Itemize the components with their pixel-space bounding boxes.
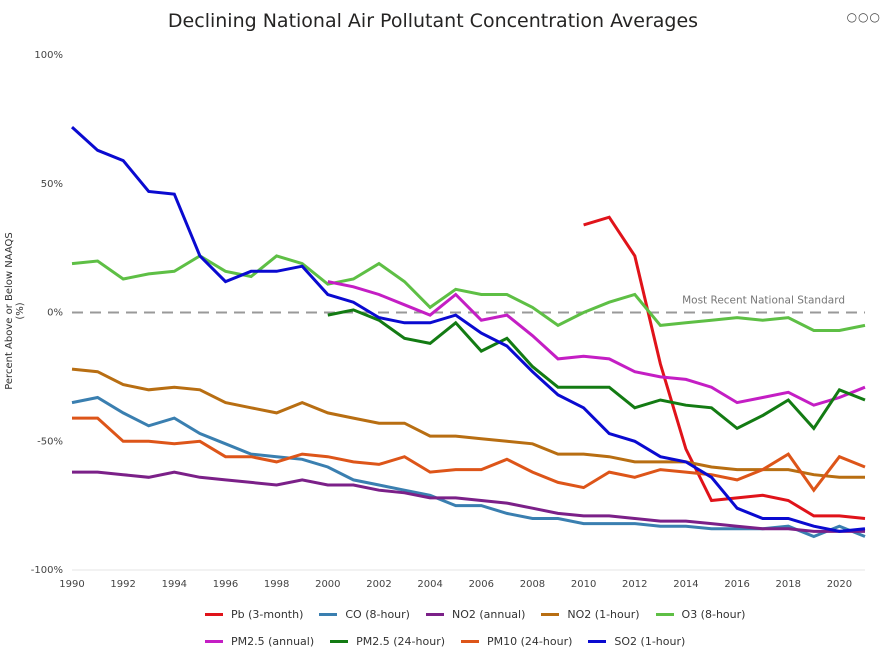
legend-label: PM10 (24-hour) xyxy=(487,635,573,648)
series-line-no2-annual[interactable] xyxy=(72,470,865,533)
x-tick-label: 2000 xyxy=(315,579,340,590)
y-tick-label: 100% xyxy=(34,50,63,61)
legend-label: O3 (8-hour) xyxy=(681,608,746,621)
legend: Pb (3-month) CO (8-hour) NO2 (annual) NO2 (… xyxy=(205,601,765,655)
x-tick-label: 2020 xyxy=(827,579,852,590)
legend-label: CO (8-hour) xyxy=(345,608,410,621)
legend-label: NO2 (1-hour) xyxy=(567,608,640,621)
x-tick-label: 1998 xyxy=(264,579,289,590)
y-tick-label: 0% xyxy=(47,308,63,319)
x-tick-label: 2018 xyxy=(776,579,801,590)
legend-swatch xyxy=(330,640,349,643)
series-line-pm2-5-24-hour[interactable] xyxy=(327,308,866,431)
legend-row: Pb (3-month) CO (8-hour) NO2 (annual) NO2 (… xyxy=(205,601,765,628)
legend-row: PM2.5 (annual) PM2.5 (24-hour) PM10 (24-ho… xyxy=(205,628,765,655)
y-tick-label: -50% xyxy=(37,436,63,447)
legend-item[interactable]: CO (8-hour) xyxy=(319,608,410,621)
series-line-pm10-24-hour[interactable] xyxy=(72,416,866,493)
reference-line-label: Most Recent National Standard xyxy=(682,295,845,307)
series-line-co-8-hour[interactable] xyxy=(71,395,866,539)
x-tick-label: 2004 xyxy=(417,579,442,590)
legend-swatch xyxy=(425,613,444,616)
x-axis-ticks: 1990 1992 1994 1996 1998 2000 2002 2004 2006 2008… xyxy=(59,579,852,590)
y-axis-ticks: 100% 50% 0% -50% -100% xyxy=(31,50,63,576)
legend-item[interactable]: O3 (8-hour) xyxy=(655,608,746,621)
legend-label: NO2 (annual) xyxy=(451,608,526,621)
x-tick-label: 1990 xyxy=(59,579,84,590)
x-tick-label: 2002 xyxy=(366,579,391,590)
legend-item[interactable]: NO2 (1-hour) xyxy=(541,608,640,621)
series-lines xyxy=(70,125,866,539)
chart-title: Declining National Air Pollutant Concent… xyxy=(167,10,699,32)
x-tick-label: 2012 xyxy=(622,579,647,590)
legend-swatch xyxy=(588,640,607,643)
x-tick-label: 1992 xyxy=(110,579,135,590)
legend-label: SO2 (1-hour) xyxy=(614,635,686,648)
x-tick-label: 1996 xyxy=(213,579,238,590)
series-line-o3-8-hour[interactable] xyxy=(71,254,866,332)
legend-swatch xyxy=(461,640,480,643)
line-chart: 100% 50% 0% -50% -100% 1990 1992 1994 1996 1998 2… xyxy=(31,50,866,590)
legend-swatch xyxy=(541,613,560,616)
x-tick-label: 2008 xyxy=(520,579,545,590)
legend-item[interactable]: NO2 (annual) xyxy=(425,608,526,621)
legend-item[interactable]: PM2.5 (annual) xyxy=(205,635,314,648)
legend-swatch xyxy=(205,613,223,616)
series-line-pm2-5-annual[interactable] xyxy=(327,280,866,407)
series-line-no2-1-hour[interactable] xyxy=(71,367,865,479)
more-options-icon[interactable]: ○○○ xyxy=(846,10,881,24)
legend-swatch xyxy=(655,613,674,616)
legend-item[interactable]: Pb (3-month) xyxy=(205,608,303,621)
legend-swatch xyxy=(319,613,338,616)
legend-swatch xyxy=(205,640,223,643)
series-line-so2-1-hour[interactable] xyxy=(70,125,866,533)
legend-item[interactable]: PM2.5 (24-hour) xyxy=(330,635,445,648)
legend-item[interactable]: PM10 (24-hour) xyxy=(461,635,572,648)
x-tick-label: 2010 xyxy=(571,579,596,590)
x-tick-label: 1994 xyxy=(162,579,187,590)
reference-line-group: Most Recent National Standard xyxy=(72,295,865,314)
legend-label: Pb (3-month) xyxy=(231,608,304,621)
series-line-pb-3-month[interactable] xyxy=(583,215,866,520)
y-tick-label: 50% xyxy=(41,179,63,190)
legend-item[interactable]: SO2 (1-hour) xyxy=(588,635,685,648)
x-tick-label: 2014 xyxy=(673,579,698,590)
y-tick-label: -100% xyxy=(31,565,63,576)
x-tick-label: 2006 xyxy=(469,579,494,590)
x-tick-label: 2016 xyxy=(724,579,749,590)
legend-label: PM2.5 (annual) xyxy=(231,635,315,648)
legend-label: PM2.5 (24-hour) xyxy=(356,635,446,648)
